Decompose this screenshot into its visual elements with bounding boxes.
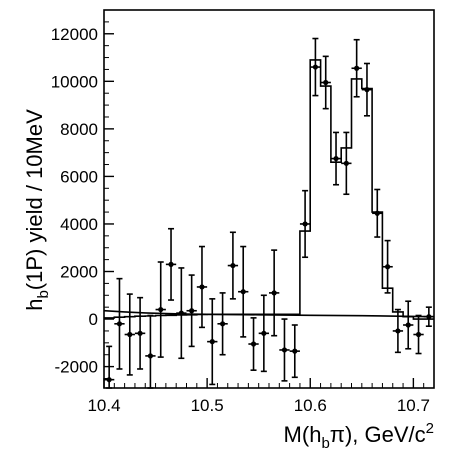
data-point-marker: [333, 155, 339, 162]
data-point-marker: [343, 160, 349, 166]
data-point: [279, 318, 290, 382]
data-point: [196, 245, 208, 329]
x-tick-label: 10.5: [191, 396, 224, 415]
data-point: [165, 227, 177, 301]
data-point: [289, 324, 300, 379]
data-point-marker: [219, 321, 226, 327]
data-point: [217, 292, 228, 356]
data-point-marker: [209, 339, 215, 345]
data-point-marker: [302, 221, 308, 227]
data-point-marker: [426, 314, 432, 320]
data-point-marker: [127, 331, 133, 338]
y-tick-label: 12000: [51, 25, 98, 44]
data-point-marker: [271, 290, 277, 296]
data-point: [227, 231, 239, 300]
y-tick-label: 0: [89, 310, 98, 329]
y-tick-label: 8000: [60, 120, 98, 139]
data-point-marker: [230, 262, 236, 269]
data-point: [330, 131, 342, 186]
data-point: [392, 308, 404, 354]
y-tick-label: 10000: [51, 72, 98, 91]
data-point: [124, 293, 135, 376]
data-point-marker: [281, 347, 288, 353]
data-point: [351, 38, 362, 98]
data-point-marker: [250, 341, 257, 347]
y-tick-label: -2000: [55, 358, 98, 377]
data-point: [207, 298, 218, 386]
data-point-marker: [158, 306, 164, 313]
data-point: [238, 245, 249, 338]
data-point-marker: [354, 65, 360, 71]
data-point: [299, 189, 311, 259]
data-point: [248, 317, 259, 371]
data-point-marker: [364, 87, 370, 93]
axes: -2000 0 2000 4000 6000 8000 10000 12000 10.4 10.5…: [51, 9, 435, 415]
data-point-marker: [261, 330, 267, 336]
y-tick-label: 4000: [60, 215, 98, 234]
y-axis-title-subscript: b: [35, 290, 52, 298]
x-axis-title: M(hbπ), GeV/c2: [284, 420, 434, 452]
y-tick-label: 6000: [60, 167, 98, 186]
data-point-marker: [137, 330, 143, 336]
x-tick-label: 10.7: [397, 396, 430, 415]
data-point: [413, 314, 424, 355]
x-axis-title-rest: π), GeV/c: [330, 422, 426, 447]
y-tick-label: 2000: [60, 263, 98, 282]
data-point-marker: [168, 261, 174, 267]
data-point-marker: [415, 331, 422, 338]
data-point: [269, 249, 280, 337]
data-point: [134, 296, 146, 370]
x-axis-title-main: M(h: [284, 422, 322, 447]
x-axis-title-superscript: 2: [426, 420, 434, 437]
data-point-marker: [106, 377, 112, 383]
y-axis-title-main: h: [22, 299, 47, 311]
data-point: [176, 267, 187, 360]
data-point-marker: [405, 322, 411, 328]
data-point: [155, 261, 166, 358]
data-point: [382, 239, 393, 294]
data-point-marker: [374, 210, 380, 216]
data-point: [320, 55, 331, 110]
fit-histogram-line: [104, 59, 434, 320]
data-point-marker: [323, 79, 329, 86]
x-axis-title-subscript: b: [321, 435, 329, 452]
x-tick-label: 10.6: [294, 396, 327, 415]
data-point: [310, 37, 321, 97]
y-axis-title: hb(1P) yield / 10MeV: [22, 109, 52, 311]
data-point: [403, 300, 414, 350]
data-point: [372, 188, 383, 238]
data-point: [258, 294, 269, 373]
data-point-marker: [199, 284, 205, 290]
data-point: [423, 306, 434, 327]
data-point-marker: [178, 310, 184, 316]
data-point: [186, 274, 197, 348]
data-point-marker: [395, 328, 401, 334]
x-tick-label: 10.4: [87, 396, 120, 415]
data-point: [114, 277, 125, 370]
data-point-marker: [116, 321, 123, 327]
plot-marks: [103, 37, 435, 389]
data-point-marker: [292, 348, 298, 354]
data-point: [361, 62, 373, 117]
data-point-marker: [384, 264, 391, 270]
y-axis-title-rest: (1P) yield / 10MeV: [22, 109, 47, 290]
data-point-marker: [240, 289, 246, 295]
data-point-marker: [189, 308, 195, 314]
data-point-marker: [312, 64, 319, 70]
data-point: [341, 131, 352, 196]
data-point-marker: [147, 353, 154, 359]
